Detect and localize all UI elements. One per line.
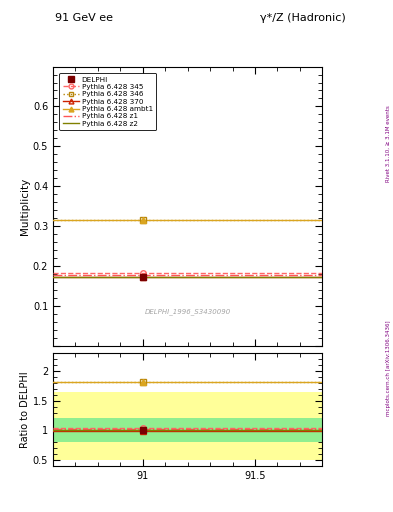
Legend: DELPHI, Pythia 6.428 345, Pythia 6.428 346, Pythia 6.428 370, Pythia 6.428 ambt1: DELPHI, Pythia 6.428 345, Pythia 6.428 3… <box>59 73 156 131</box>
Text: γ*/Z (Hadronic): γ*/Z (Hadronic) <box>260 13 346 23</box>
Text: mcplots.cern.ch [arXiv:1306.3436]: mcplots.cern.ch [arXiv:1306.3436] <box>386 321 391 416</box>
Y-axis label: Multiplicity: Multiplicity <box>20 178 30 234</box>
Y-axis label: Ratio to DELPHI: Ratio to DELPHI <box>20 371 30 448</box>
Bar <box>53 392 322 460</box>
Text: 91 GeV ee: 91 GeV ee <box>55 13 113 23</box>
Text: DELPHI_1996_S3430090: DELPHI_1996_S3430090 <box>145 309 231 315</box>
Bar <box>53 418 322 442</box>
Text: Rivet 3.1.10, ≥ 3.1M events: Rivet 3.1.10, ≥ 3.1M events <box>386 105 391 182</box>
